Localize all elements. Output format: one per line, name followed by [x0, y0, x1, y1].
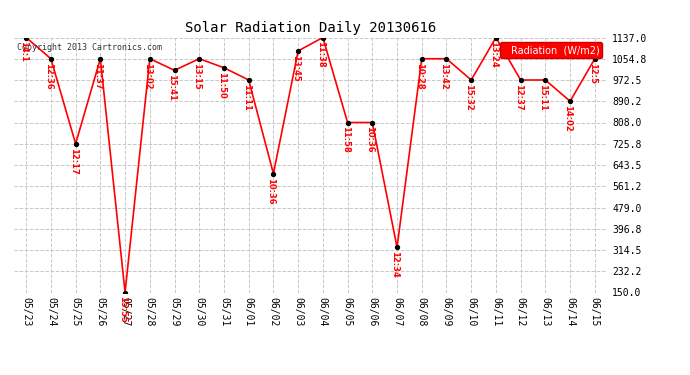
- Title: Solar Radiation Daily 20130616: Solar Radiation Daily 20130616: [185, 21, 436, 35]
- Text: 14:02: 14:02: [563, 105, 572, 132]
- Text: 11:38: 11:38: [316, 41, 325, 68]
- Text: 13:24: 13:24: [489, 41, 498, 68]
- Text: 11:58: 11:58: [341, 126, 350, 153]
- Point: [194, 56, 205, 62]
- Point: [95, 56, 106, 62]
- Text: 15:32: 15:32: [464, 84, 473, 111]
- Point: [293, 48, 304, 54]
- Text: 15:11: 15:11: [538, 84, 547, 111]
- Text: 13:02: 13:02: [143, 63, 152, 89]
- Point: [367, 120, 378, 126]
- Text: 15:55: 15:55: [118, 296, 127, 323]
- Text: 12:36: 12:36: [44, 63, 53, 89]
- Point: [243, 77, 254, 83]
- Point: [564, 98, 575, 104]
- Point: [119, 290, 130, 296]
- Point: [491, 34, 502, 40]
- Text: 13:15: 13:15: [193, 63, 201, 89]
- Point: [144, 56, 155, 62]
- Point: [589, 56, 600, 62]
- Point: [169, 67, 180, 73]
- Text: 12:5: 12:5: [588, 63, 597, 84]
- Text: 12:17: 12:17: [68, 148, 77, 174]
- Legend: Radiation  (W/m2): Radiation (W/m2): [500, 42, 602, 58]
- Point: [342, 120, 353, 126]
- Point: [515, 77, 526, 83]
- Point: [317, 34, 328, 40]
- Point: [70, 141, 81, 147]
- Text: 10:28: 10:28: [415, 63, 424, 89]
- Point: [540, 77, 551, 83]
- Text: Copyright 2013 Cartronics.com: Copyright 2013 Cartronics.com: [17, 43, 161, 52]
- Point: [21, 34, 32, 40]
- Point: [46, 56, 57, 62]
- Text: 11:50: 11:50: [217, 72, 226, 98]
- Text: 12:37: 12:37: [513, 84, 522, 111]
- Point: [416, 56, 427, 62]
- Point: [391, 244, 402, 250]
- Text: 10:36: 10:36: [266, 177, 275, 204]
- Text: 12:34: 12:34: [390, 251, 399, 278]
- Text: 13:42: 13:42: [440, 63, 449, 89]
- Text: 11:37: 11:37: [93, 63, 102, 89]
- Text: 14:1: 14:1: [19, 41, 28, 62]
- Point: [466, 77, 477, 83]
- Point: [268, 171, 279, 177]
- Text: 10:36: 10:36: [365, 126, 374, 153]
- Text: 15:41: 15:41: [168, 74, 177, 101]
- Text: 13:45: 13:45: [291, 55, 300, 81]
- Point: [441, 56, 452, 62]
- Point: [219, 65, 230, 71]
- Text: 11:11: 11:11: [241, 84, 250, 111]
